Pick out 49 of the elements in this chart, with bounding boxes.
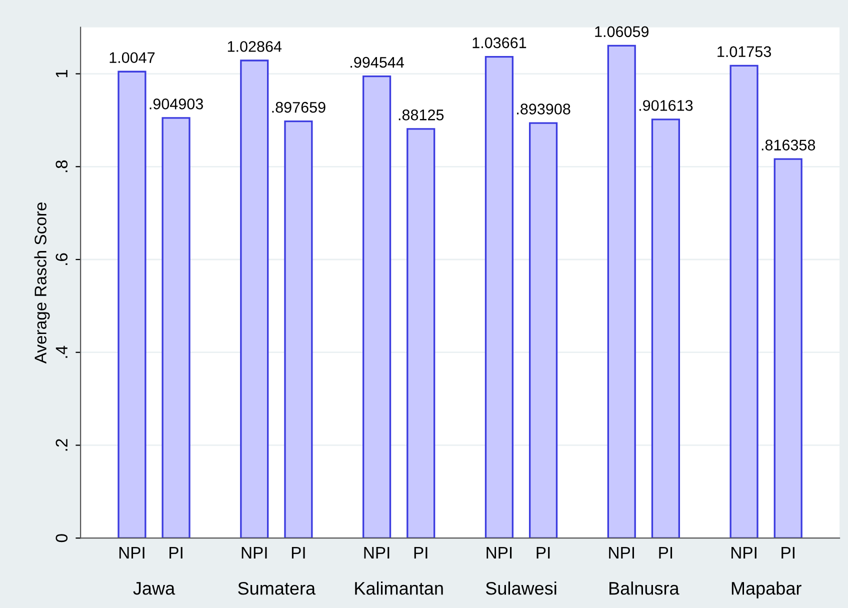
data-label: 1.06059 (595, 26, 649, 38)
bar (730, 64, 758, 538)
y-axis-title: Average Rasch Score (34, 202, 50, 364)
text: PI (536, 547, 550, 558)
y-tick-label: 0 (56, 534, 68, 542)
x-tick-label: Sulawesi (486, 581, 556, 595)
y-tick-label: .4 (56, 346, 68, 358)
data-label: .901613 (639, 100, 693, 111)
text: PI (782, 547, 794, 558)
bar (607, 44, 636, 538)
data-label: 1.03661 (472, 37, 526, 48)
data-label: .994544 (350, 56, 404, 68)
text: NPI (486, 547, 512, 558)
text: NPI (242, 547, 267, 558)
series-label: NPI (119, 547, 144, 558)
y-tick-label: .8 (56, 160, 68, 172)
y-tick-label: 1 (56, 70, 68, 78)
x-tick-label: Jawa (133, 582, 176, 595)
data-label: 1.02864 (228, 41, 282, 52)
data-label: .893908 (517, 104, 570, 114)
bar (651, 118, 680, 538)
text: NPI (609, 547, 634, 558)
text: PI (414, 547, 428, 558)
data-label: .816358 (762, 140, 816, 150)
bar (162, 117, 190, 538)
text: NPI (364, 547, 390, 558)
text: NPI (732, 547, 756, 558)
x-tick-label: Balnusra (610, 581, 680, 595)
bar (484, 56, 514, 538)
series-label: PI (170, 547, 182, 558)
y-tick-label: .6 (56, 253, 68, 265)
bar (362, 75, 392, 538)
data-label: 1.0047 (110, 52, 155, 64)
x-tick-label: Kalimantan (355, 581, 443, 595)
y-tick-label: .2 (56, 439, 68, 451)
bar (118, 70, 146, 538)
text: PI (659, 547, 672, 558)
x-tick-label: Mapabar (732, 581, 802, 598)
bar (774, 158, 802, 538)
data-label: .88125 (398, 110, 444, 120)
bar (284, 120, 313, 538)
bar (240, 60, 269, 538)
data-label: 1.01753 (718, 46, 771, 58)
text: PI (292, 547, 305, 558)
bar (406, 128, 436, 538)
data-label: .897659 (272, 102, 326, 113)
data-label: .904903 (150, 98, 203, 110)
bar (528, 122, 558, 538)
x-tick-label: Sumatera (238, 582, 316, 595)
